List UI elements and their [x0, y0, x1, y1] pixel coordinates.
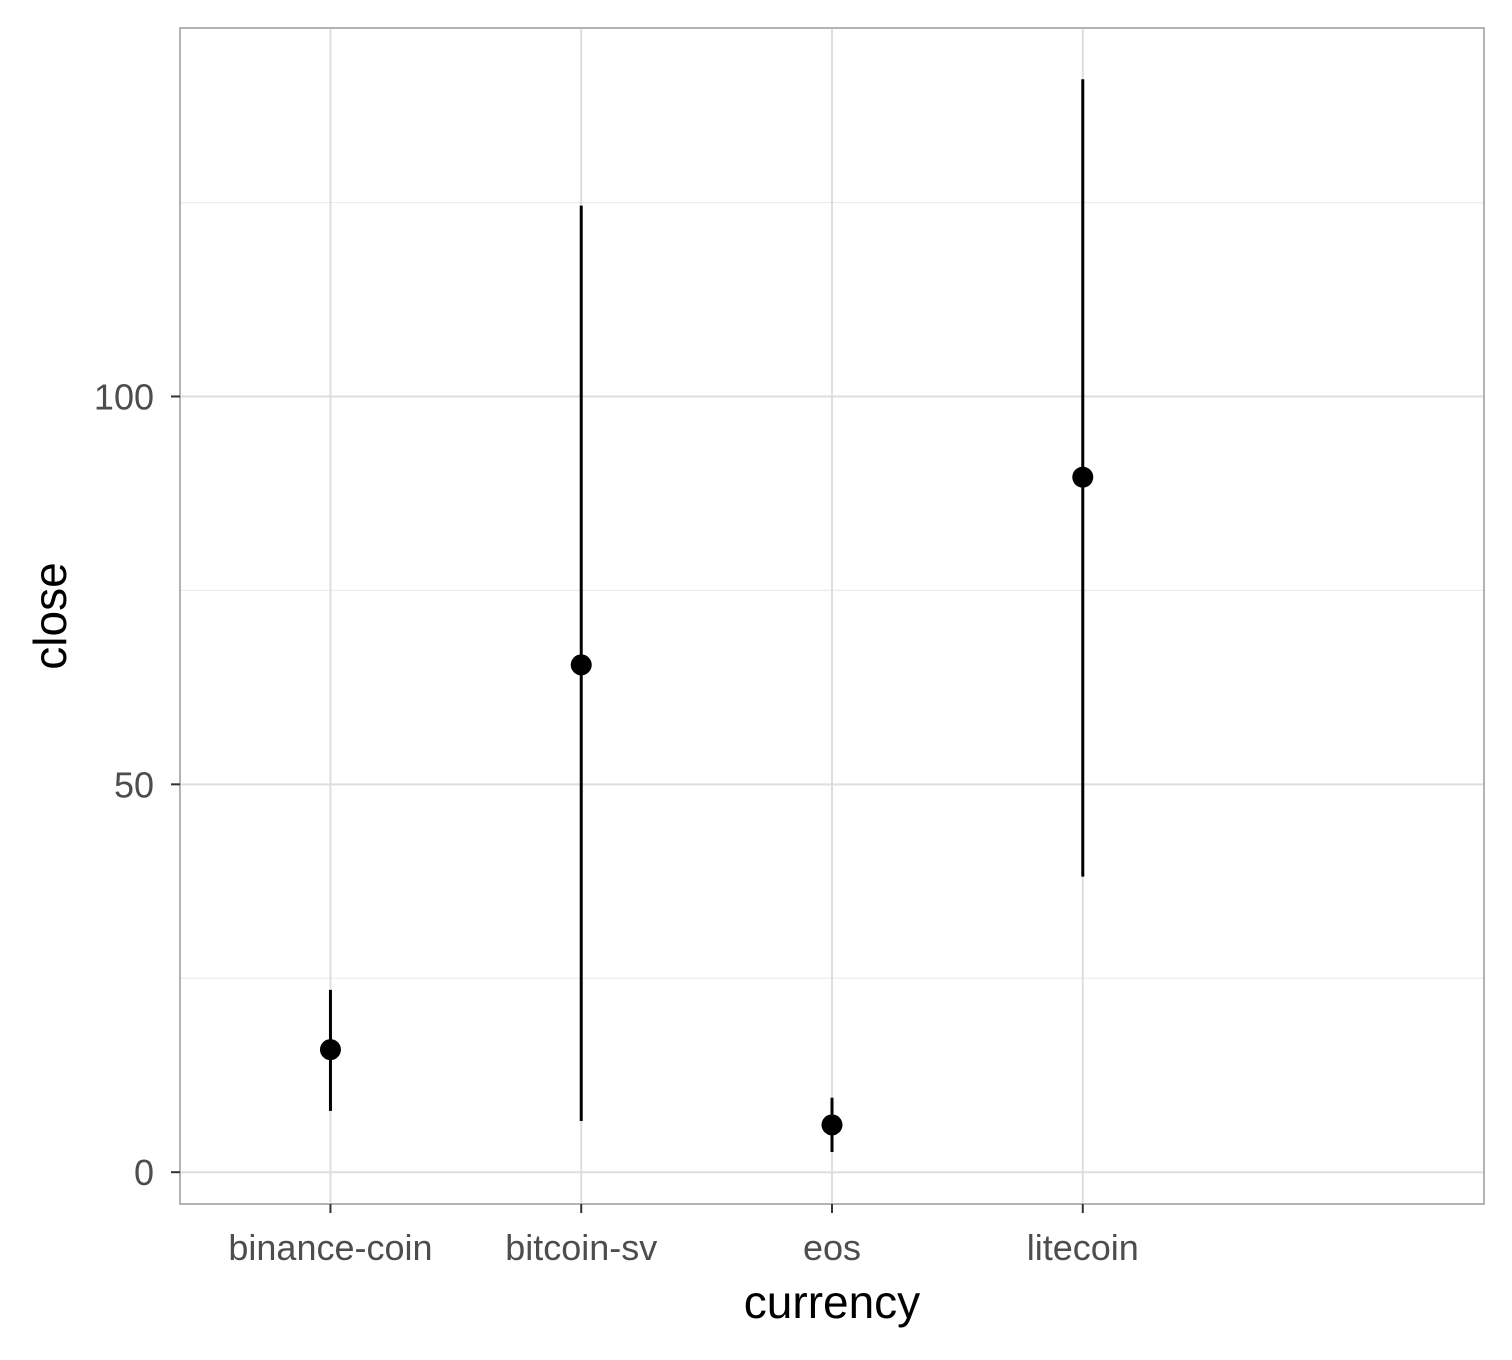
y-tick-label: 0	[134, 1152, 154, 1193]
point-litecoin	[1072, 467, 1093, 488]
y-tick-label: 50	[114, 764, 154, 805]
x-tick-label-litecoin: litecoin	[1027, 1227, 1139, 1268]
y-tick-label: 100	[94, 376, 154, 417]
x-tick-label-bitcoin-sv: bitcoin-sv	[505, 1227, 657, 1268]
x-tick-label-binance-coin: binance-coin	[228, 1227, 432, 1268]
point-binance-coin	[320, 1039, 341, 1060]
point-eos	[822, 1114, 843, 1135]
x-axis-title: currency	[744, 1276, 920, 1328]
y-axis-title: close	[24, 562, 76, 669]
x-tick-label-eos: eos	[803, 1227, 861, 1268]
point-bitcoin-sv	[571, 654, 592, 675]
